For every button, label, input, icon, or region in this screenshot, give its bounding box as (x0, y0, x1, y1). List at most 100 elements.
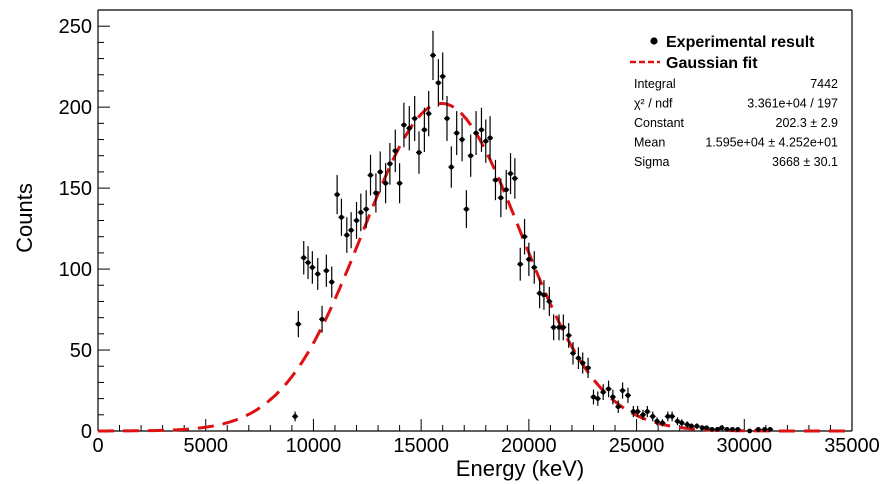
data-point (674, 417, 681, 426)
point-marker (468, 153, 474, 159)
data-point (507, 153, 514, 194)
data-point (334, 175, 341, 215)
data-point (429, 30, 436, 81)
data-point (521, 218, 528, 255)
point-marker (448, 164, 454, 170)
data-point (439, 52, 446, 101)
data-point (343, 217, 350, 253)
point-marker (665, 414, 671, 419)
point-marker (767, 426, 773, 432)
point-marker (522, 234, 527, 240)
data-point (492, 159, 499, 201)
data-point (560, 314, 567, 341)
point-marker (315, 271, 321, 277)
point-marker (517, 261, 523, 267)
x-axis-title: Energy (keV) (456, 456, 584, 481)
point-marker (606, 386, 611, 392)
point-marker (595, 396, 601, 402)
x-tick-label: 25000 (609, 435, 665, 457)
point-marker (363, 206, 369, 212)
data-point (550, 314, 557, 341)
data-point (659, 419, 666, 427)
y-tick-label: 200 (59, 97, 92, 119)
data-point (497, 178, 504, 218)
point-marker (689, 423, 694, 429)
data-point (654, 417, 661, 426)
data-point (615, 400, 622, 413)
point-marker (585, 365, 591, 371)
data-point (348, 212, 355, 249)
data-point (644, 405, 651, 418)
point-marker (531, 265, 537, 270)
point-marker (473, 130, 479, 136)
y-tick-label: 250 (59, 16, 92, 38)
point-marker (503, 187, 509, 193)
gaussian-fit-curve (98, 102, 852, 433)
point-marker (483, 138, 489, 144)
data-point (755, 426, 762, 432)
data-point (590, 389, 597, 405)
point-marker (440, 73, 446, 79)
point-marker (755, 426, 761, 432)
fit-stats-box: Integral 7442 χ² / ndf 3.361e+04 / 197 Const… (634, 77, 838, 169)
data-point (406, 106, 413, 151)
data-points-series (292, 30, 774, 434)
point-marker (699, 425, 705, 431)
point-marker (704, 425, 709, 431)
point-marker (319, 316, 325, 322)
data-point (482, 119, 489, 163)
data-point (305, 246, 312, 280)
point-marker (735, 426, 741, 432)
point-marker (377, 169, 383, 175)
data-point (761, 426, 768, 432)
point-marker (301, 255, 307, 261)
x-tick-label: 30000 (716, 435, 772, 457)
stats-name: Sigma (634, 155, 669, 169)
point-marker (526, 256, 532, 262)
data-point (411, 95, 418, 141)
stats-value: 202.3 ± 2.9 (776, 116, 839, 130)
point-marker (541, 292, 547, 298)
point-marker (435, 80, 441, 86)
point-marker (334, 192, 340, 197)
point-marker (556, 324, 562, 330)
data-point (703, 425, 710, 431)
data-point (363, 190, 370, 229)
data-point (640, 409, 647, 420)
data-point (605, 380, 612, 398)
point-marker (762, 426, 768, 432)
point-marker (591, 394, 596, 400)
point-marker (546, 299, 552, 304)
data-point (556, 314, 563, 341)
x-tick-labels: 0 5000 10000 15000 20000 25000 30000 35000 (92, 435, 879, 457)
data-point (478, 107, 485, 152)
point-marker (551, 324, 557, 330)
point-marker (479, 127, 484, 133)
point-marker (650, 414, 656, 419)
point-marker (416, 150, 422, 155)
data-point (546, 286, 553, 316)
point-marker (487, 135, 493, 141)
data-point (473, 111, 480, 156)
data-point (619, 382, 626, 399)
point-marker (640, 412, 646, 418)
data-point (425, 90, 432, 137)
point-marker (498, 195, 504, 201)
point-marker (454, 130, 460, 136)
point-marker (339, 214, 344, 220)
data-point (649, 411, 656, 422)
data-point (400, 102, 407, 148)
y-axis-title: Counts (12, 183, 37, 253)
data-point (323, 254, 330, 287)
data-point (540, 280, 547, 310)
point-marker (600, 389, 606, 395)
data-point (585, 357, 592, 378)
point-marker (660, 420, 665, 426)
point-marker (412, 116, 418, 121)
data-point (634, 405, 641, 418)
data-point (594, 391, 601, 406)
point-marker (348, 227, 354, 233)
point-marker (566, 333, 572, 338)
data-point (525, 242, 532, 277)
